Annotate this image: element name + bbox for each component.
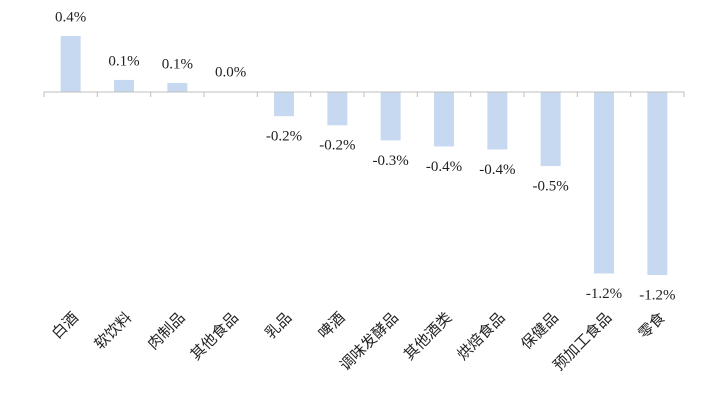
value-label: -0.3%: [373, 153, 409, 169]
x-tick-label: 调味发酵品: [337, 309, 402, 374]
x-tick-label: 零食: [635, 309, 668, 342]
value-label: -0.4%: [479, 162, 515, 178]
value-label: -0.2%: [266, 129, 302, 145]
x-tick-label: 肉制品: [145, 309, 189, 353]
bar: [274, 92, 294, 117]
bar: [167, 82, 188, 92]
value-label: -0.4%: [426, 159, 462, 175]
value-label: -1.2%: [586, 286, 622, 302]
bar: [114, 79, 134, 92]
bar: [380, 92, 401, 141]
x-tick-label: 其他食品: [187, 309, 241, 363]
bar: [540, 92, 561, 167]
x-tick-label: 预加工食品: [550, 309, 615, 374]
x-tick-label: 烘焙食品: [454, 309, 508, 363]
value-label: -0.5%: [533, 179, 569, 195]
bar: [487, 92, 508, 150]
bar: [327, 92, 348, 126]
value-label: 0.1%: [162, 56, 193, 72]
value-label: -0.2%: [319, 138, 355, 154]
value-label: 0.0%: [215, 64, 246, 80]
value-label: 0.1%: [108, 53, 139, 69]
x-tick-label: 软饮料: [91, 309, 135, 353]
x-tick-label: 啤酒: [315, 309, 348, 342]
bar: [434, 92, 454, 147]
x-tick-label: 保健品: [518, 309, 562, 353]
bar: [60, 36, 81, 92]
value-label: -1.2%: [639, 287, 675, 303]
bar: [594, 92, 614, 274]
value-label: 0.4%: [55, 9, 86, 25]
x-tick-label: 其他酒类: [401, 309, 455, 363]
x-tick-label: 乳品: [262, 309, 295, 342]
x-tick-label: 白酒: [49, 309, 82, 342]
bar: [647, 92, 668, 275]
